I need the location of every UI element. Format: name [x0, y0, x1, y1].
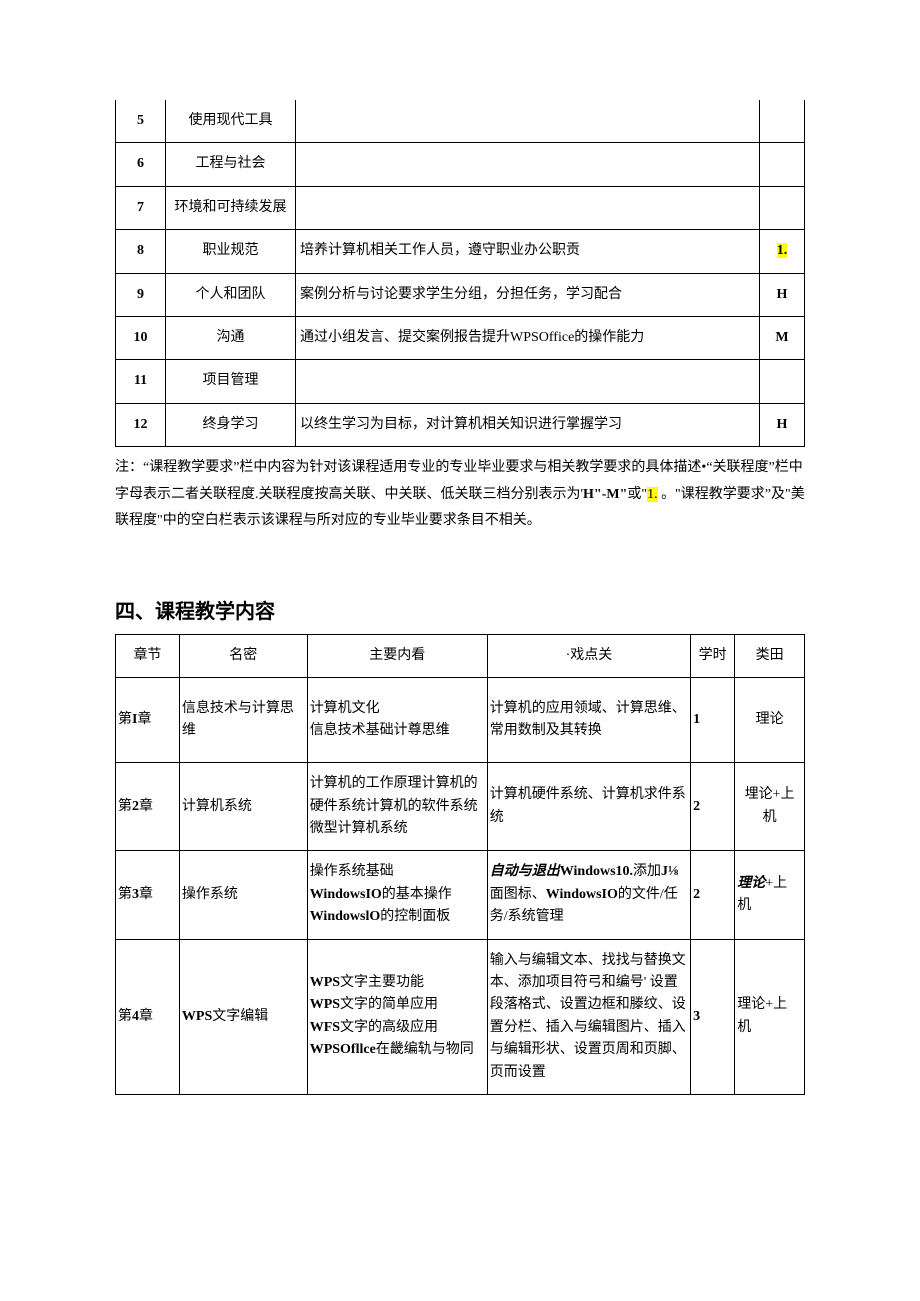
content-row: 第2章计算机系统计算机的工作原理计算机的硬件系统计算机的软件系统微型计算机系统计…: [116, 763, 805, 851]
req-level: H: [760, 403, 805, 446]
chapter-cell: 第3章: [116, 851, 180, 939]
table1-note: 注：“课程教学要求”栏中内容为针对该课程适用专业的专业毕业要求与相关教学要求的具…: [115, 455, 805, 535]
req-level: [760, 186, 805, 229]
hours-cell: 3: [691, 939, 735, 1094]
chapter-name-cell: 操作系统: [179, 851, 307, 939]
key-points-cell: 计算机的应用领域、计算思维、常用数制及其转换: [487, 678, 690, 763]
content-header-cell: 类田: [735, 634, 805, 677]
content-row: 第3章操作系统操作系统基础WindowsIO的基本操作WindowslO的控制面…: [116, 851, 805, 939]
content-row: 第4章WPS文字编辑WPS文字主要功能WPS文字的简单应用WFS文字的高级应用W…: [116, 939, 805, 1094]
main-content-cell: 操作系统基础WindowsIO的基本操作WindowslO的控制面板: [307, 851, 487, 939]
type-cell: 理论: [735, 678, 805, 763]
req-name: 工程与社会: [166, 143, 296, 186]
note-highlight: 1.: [647, 487, 658, 502]
req-description: [296, 360, 760, 403]
requirements-row: 8职业规范培养计算机相关工作人员，遵守职业办公职贡1.: [116, 230, 805, 273]
requirements-row: 12终身学习以终生学习为目标，对计算机相关知识进行掌握学习H: [116, 403, 805, 446]
hours-cell: 1: [691, 678, 735, 763]
req-name: 项目管理: [166, 360, 296, 403]
req-level: H: [760, 273, 805, 316]
req-description: [296, 143, 760, 186]
main-content-cell: 计算机文化信息技术基础计尊思维: [307, 678, 487, 763]
note-bold-1: H"-M": [583, 487, 627, 502]
req-name: 个人和团队: [166, 273, 296, 316]
requirements-row: 5使用现代工具: [116, 100, 805, 143]
req-number: 7: [116, 186, 166, 229]
chapter-cell: 第4章: [116, 939, 180, 1094]
req-number: 11: [116, 360, 166, 403]
content-header-cell: 学时: [691, 634, 735, 677]
requirements-table: 5使用现代工具6工程与社会7环境和可持续发展8职业规范培养计算机相关工作人员，遵…: [115, 100, 805, 447]
req-name: 职业规范: [166, 230, 296, 273]
req-level: [760, 143, 805, 186]
section-heading-4: 四、课程教学内容: [115, 595, 805, 624]
content-row: 第I章信息技术与计算思维计算机文化信息技术基础计尊思维计算机的应用领域、计算思维…: [116, 678, 805, 763]
req-level: M: [760, 316, 805, 359]
main-content-cell: WPS文字主要功能WPS文字的简单应用WFS文字的高级应用WPSOfllce在畿…: [307, 939, 487, 1094]
requirements-row: 7环境和可持续发展: [116, 186, 805, 229]
main-content-cell: 计算机的工作原理计算机的硬件系统计算机的软件系统微型计算机系统: [307, 763, 487, 851]
req-number: 8: [116, 230, 166, 273]
key-points-cell: 自动与退出Windows10.添加J⅛面图标、WindowsIO的文件/任务/系…: [487, 851, 690, 939]
req-description: 培养计算机相关工作人员，遵守职业办公职贡: [296, 230, 760, 273]
content-header-cell: 名密: [179, 634, 307, 677]
req-description: 通过小组发言、提交案例报告提升WPSOffice的操作能力: [296, 316, 760, 359]
type-cell: 理论+上机: [735, 939, 805, 1094]
req-number: 9: [116, 273, 166, 316]
content-table: 章节名密主要内看·戏点关学时类田 第I章信息技术与计算思维计算机文化信息技术基础…: [115, 634, 805, 1095]
chapter-name-cell: 计算机系统: [179, 763, 307, 851]
req-name: 环境和可持续发展: [166, 186, 296, 229]
content-header-cell: ·戏点关: [487, 634, 690, 677]
req-description: 案例分析与讨论要求学生分组，分担任务，学习配合: [296, 273, 760, 316]
content-header-cell: 章节: [116, 634, 180, 677]
req-level: [760, 360, 805, 403]
chapter-cell: 第I章: [116, 678, 180, 763]
content-table-header-row: 章节名密主要内看·戏点关学时类田: [116, 634, 805, 677]
chapter-name-cell: WPS文字编辑: [179, 939, 307, 1094]
req-number: 6: [116, 143, 166, 186]
key-points-cell: 计算机硬件系统、计算机求件系统: [487, 763, 690, 851]
req-description: [296, 100, 760, 143]
req-description: [296, 186, 760, 229]
req-number: 12: [116, 403, 166, 446]
hours-cell: 2: [691, 851, 735, 939]
chapter-cell: 第2章: [116, 763, 180, 851]
req-level: 1.: [760, 230, 805, 273]
req-name: 使用现代工具: [166, 100, 296, 143]
requirements-row: 6工程与社会: [116, 143, 805, 186]
chapter-name-cell: 信息技术与计算思维: [179, 678, 307, 763]
req-level: [760, 100, 805, 143]
type-cell: 埋论+上机: [735, 763, 805, 851]
content-header-cell: 主要内看: [307, 634, 487, 677]
requirements-row: 10沟通通过小组发言、提交案例报告提升WPSOffice的操作能力M: [116, 316, 805, 359]
requirements-row: 9个人和团队案例分析与讨论要求学生分组，分担任务，学习配合H: [116, 273, 805, 316]
req-description: 以终生学习为目标，对计算机相关知识进行掌握学习: [296, 403, 760, 446]
key-points-cell: 输入与编辑文本、找找与替换文本、添加项目符弓和编号' 设置段落格式、设置边框和滕…: [487, 939, 690, 1094]
requirements-row: 11项目管理: [116, 360, 805, 403]
req-name: 终身学习: [166, 403, 296, 446]
req-number: 10: [116, 316, 166, 359]
type-cell: 理论+上机: [735, 851, 805, 939]
req-number: 5: [116, 100, 166, 143]
note-text-2: 或": [627, 487, 647, 502]
hours-cell: 2: [691, 763, 735, 851]
req-name: 沟通: [166, 316, 296, 359]
